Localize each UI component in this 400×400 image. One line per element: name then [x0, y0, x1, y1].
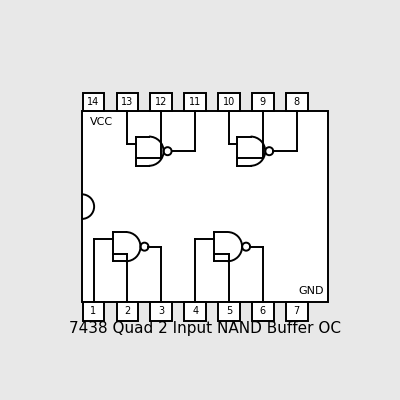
Bar [184, 302, 206, 320]
Text: 12: 12 [155, 97, 168, 107]
Bar [150, 93, 172, 111]
Text: GND: GND [298, 286, 324, 296]
Text: 10: 10 [223, 97, 235, 107]
Bar [150, 302, 172, 320]
Bar [117, 302, 138, 320]
Bar [218, 302, 240, 320]
Text: 7: 7 [294, 306, 300, 316]
Text: 1: 1 [90, 306, 96, 316]
Bar [184, 93, 206, 111]
Bar [286, 93, 308, 111]
Text: VCC: VCC [90, 117, 113, 127]
Text: 3: 3 [158, 306, 164, 316]
Bar [117, 93, 138, 111]
Bar [218, 93, 240, 111]
Text: 13: 13 [121, 97, 134, 107]
Text: 8: 8 [294, 97, 300, 107]
Text: 4: 4 [192, 306, 198, 316]
Text: 6: 6 [260, 306, 266, 316]
Bar [83, 93, 104, 111]
Text: 9: 9 [260, 97, 266, 107]
Text: 7438 Quad 2 Input NAND Buffer OC: 7438 Quad 2 Input NAND Buffer OC [69, 321, 341, 336]
Text: 2: 2 [124, 306, 130, 316]
Polygon shape [82, 111, 328, 302]
Text: 11: 11 [189, 97, 201, 107]
Bar [252, 93, 274, 111]
Bar [83, 302, 104, 320]
Text: 5: 5 [226, 306, 232, 316]
Text: 14: 14 [87, 97, 100, 107]
Bar [286, 302, 308, 320]
Bar [252, 302, 274, 320]
